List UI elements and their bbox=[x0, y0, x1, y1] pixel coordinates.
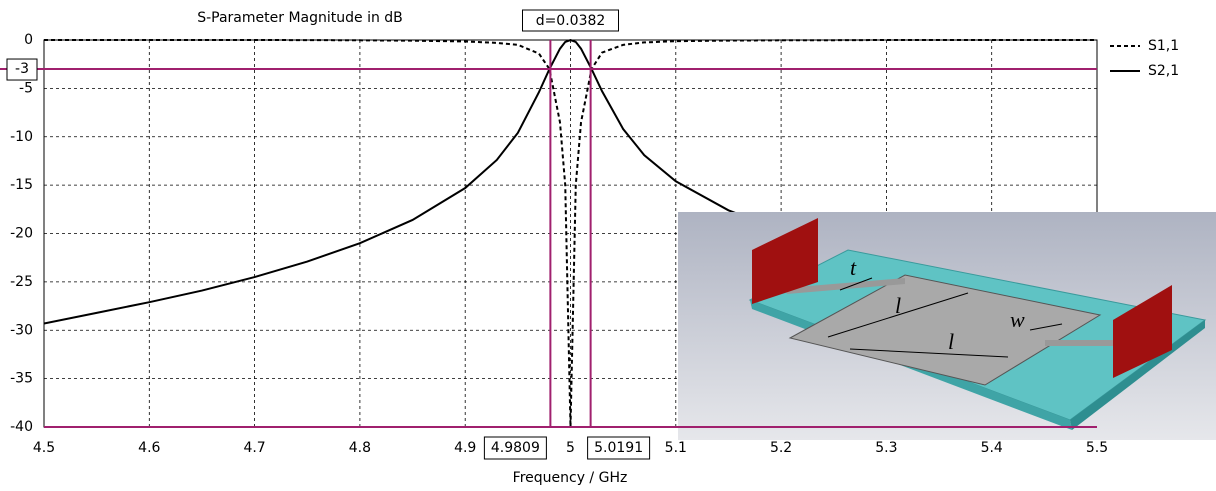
y-tick-label: -5 bbox=[19, 80, 33, 96]
x-tick-label: 4.5 bbox=[33, 440, 55, 456]
inset-label: w bbox=[1010, 307, 1025, 332]
marker-label: 4.9809 bbox=[491, 440, 540, 456]
x-axis-label: Frequency / GHz bbox=[513, 470, 628, 486]
x-tick-label: 4.8 bbox=[349, 440, 371, 456]
x-tick-label: 5.5 bbox=[1086, 440, 1108, 456]
x-tick-label: 4.6 bbox=[138, 440, 160, 456]
x-tick-label: 4.7 bbox=[243, 440, 265, 456]
dimension-line bbox=[1029, 323, 1063, 331]
y-tick-label: -20 bbox=[10, 226, 33, 242]
x-tick-label: 5.3 bbox=[875, 440, 897, 456]
x-tick-label: 5.4 bbox=[981, 440, 1003, 456]
y-tick-label: -10 bbox=[10, 129, 33, 145]
cavity bbox=[788, 274, 1102, 386]
y-tick-label: -15 bbox=[10, 177, 33, 193]
dimension-line bbox=[827, 292, 969, 338]
feed-line bbox=[1045, 340, 1118, 346]
port bbox=[1113, 285, 1172, 378]
legend-label: S2,1 bbox=[1148, 63, 1179, 79]
delta-label: d=0.0382 bbox=[536, 13, 606, 29]
inset-label: l bbox=[948, 329, 954, 354]
inset-image: t l l w bbox=[678, 212, 1216, 440]
marker-label: 5.0191 bbox=[594, 440, 643, 456]
marker-label-box bbox=[483, 436, 547, 460]
marker-label-box bbox=[6, 58, 38, 81]
marker-label: -3 bbox=[15, 61, 29, 77]
feed-line bbox=[785, 278, 905, 294]
inset-label: l bbox=[895, 293, 901, 318]
markers: -3 4.9809 5.0191 d=0.0382 bbox=[0, 9, 1097, 460]
port bbox=[752, 218, 818, 304]
y-tick-label: 0 bbox=[24, 32, 33, 48]
x-tick-label: 5.2 bbox=[770, 440, 792, 456]
y-tick-label: -35 bbox=[10, 371, 33, 387]
dimension-line bbox=[839, 277, 873, 291]
chart-title: S-Parameter Magnitude in dB bbox=[197, 10, 403, 26]
legend: S1,1 S2,1 bbox=[1110, 38, 1179, 79]
x-tick-label: 4.9 bbox=[454, 440, 476, 456]
x-tick-label: 5.1 bbox=[665, 440, 687, 456]
marker-label-box bbox=[587, 436, 651, 460]
y-tick-label: -30 bbox=[10, 322, 33, 338]
dimension-line bbox=[849, 348, 1009, 358]
delta-label-box bbox=[522, 9, 619, 32]
x-tick-label: 5 bbox=[566, 440, 575, 456]
y-tick-label: -40 bbox=[10, 419, 33, 435]
inset-label: t bbox=[850, 255, 857, 280]
y-tick-label: -25 bbox=[10, 274, 33, 290]
legend-label: S1,1 bbox=[1148, 38, 1179, 54]
